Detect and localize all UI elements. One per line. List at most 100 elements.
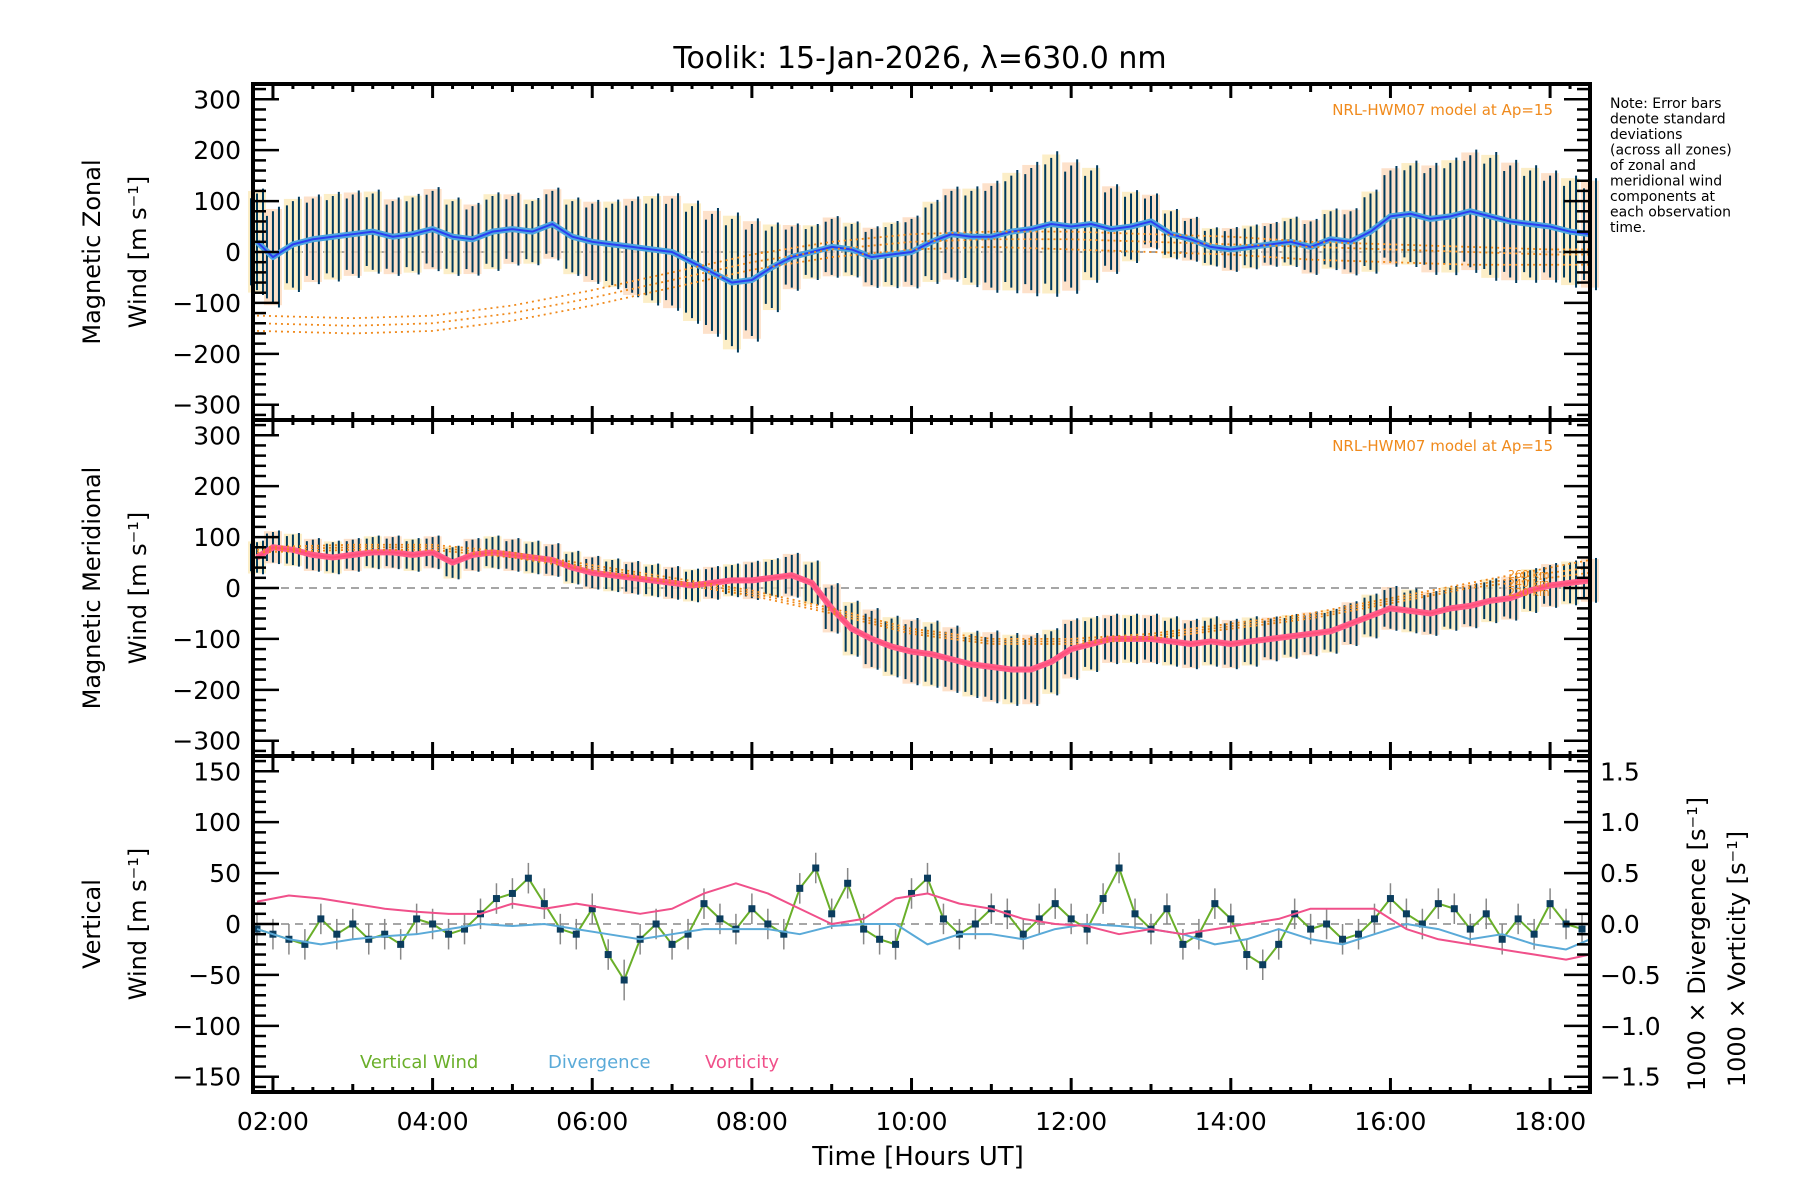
- data-point: [1434, 900, 1442, 908]
- data-point: [1179, 940, 1187, 948]
- data-point: [923, 874, 931, 882]
- data-point: [876, 935, 884, 943]
- data-point: [1243, 951, 1251, 959]
- y-tick-label: −200: [172, 676, 241, 705]
- data-point: [588, 905, 596, 913]
- data-point: [700, 900, 708, 908]
- data-point: [1386, 895, 1394, 903]
- data-point: [812, 864, 820, 872]
- x-tick-label: 18:00: [1514, 1107, 1586, 1136]
- data-point: [492, 895, 500, 903]
- data-point: [1530, 930, 1538, 938]
- y-tick-label: 50: [209, 859, 241, 888]
- data-point: [333, 930, 341, 938]
- series-nrl-hwm07-220-km: [256, 548, 1591, 645]
- panel-meridional: 300 200 100 0 −100 −200 −300 Magnetic Meridiona…: [78, 418, 1599, 758]
- y2-tick-label: 0.5: [1600, 859, 1640, 888]
- data-point: [1163, 905, 1171, 913]
- data-point: [1211, 900, 1219, 908]
- x-tick-label: 04:00: [397, 1107, 469, 1136]
- data-point: [1227, 915, 1235, 923]
- data-point: [1035, 915, 1043, 923]
- data-point: [1307, 925, 1315, 933]
- data-point: [1578, 925, 1586, 933]
- panel-vertical: 150 100 50 0 −50 −100 −150 Vertical Wind [m s⁻¹]…: [78, 754, 1751, 1094]
- data-point: [1355, 930, 1363, 938]
- data-point: [764, 920, 772, 928]
- data-point: [556, 925, 564, 933]
- model-label: NRL-HWM07 model at Ap=15: [1332, 437, 1553, 455]
- data-point: [461, 925, 469, 933]
- x-tick-label: 14:00: [1195, 1107, 1267, 1136]
- y-tick-label: −300: [172, 391, 241, 420]
- data-point: [939, 915, 947, 923]
- y-axis-label: Wind [m s⁻¹]: [124, 512, 152, 664]
- panel-zonal: 300 200 100 0 −100 −200 −300 Magnetic Zonal Wind…: [78, 82, 1599, 422]
- note-line: of zonal and: [1610, 158, 1696, 174]
- data-point: [572, 930, 580, 938]
- data-point: [524, 874, 532, 882]
- data-point: [349, 920, 357, 928]
- data-point: [1546, 900, 1554, 908]
- y-tick-label: 300: [193, 85, 241, 114]
- divergence-axis-label: 1000 × Divergence [s⁻¹]: [1683, 797, 1711, 1091]
- data-point: [1498, 935, 1506, 943]
- data-point: [668, 940, 676, 948]
- note-line: deviations: [1610, 127, 1682, 143]
- data-point: [540, 900, 548, 908]
- y2-tick-label: −1.0: [1600, 1012, 1661, 1041]
- data-point: [317, 915, 325, 923]
- x-tick-label: 02:00: [237, 1107, 309, 1136]
- y-tick-label: 200: [193, 136, 241, 165]
- x-tick-label: 10:00: [875, 1107, 947, 1136]
- note-line: denote standard: [1610, 112, 1726, 128]
- altitude-label: 240 km: [1508, 577, 1550, 590]
- series-divergence: [256, 923, 1591, 951]
- data-point: [796, 884, 804, 892]
- x-tick-label: 08:00: [716, 1107, 788, 1136]
- data-point: [1115, 864, 1123, 872]
- note-line: (across all zones): [1610, 143, 1732, 159]
- data-point: [1418, 920, 1426, 928]
- y-tick-label: −300: [172, 727, 241, 756]
- data-point: [1466, 925, 1474, 933]
- y-tick-label: −150: [172, 1063, 241, 1092]
- data-point: [1019, 930, 1027, 938]
- x-axis-label: Time [Hours UT]: [811, 1142, 1024, 1172]
- y-axis-label: Magnetic Zonal: [78, 159, 106, 344]
- legend-vorticity: Vorticity: [705, 1052, 779, 1073]
- data-point: [1275, 940, 1283, 948]
- y-tick-label: 100: [193, 808, 241, 837]
- y-axis-label: Magnetic Meridional: [78, 467, 106, 710]
- data-point: [684, 930, 692, 938]
- y-tick-label: −100: [172, 289, 241, 318]
- altitude-label: 220 km: [1508, 586, 1550, 599]
- y-tick-label: 200: [193, 472, 241, 501]
- data-point: [748, 905, 756, 913]
- data-point: [413, 915, 421, 923]
- data-point: [1083, 925, 1091, 933]
- y-tick-label: 100: [193, 523, 241, 552]
- y2-tick-label: −0.5: [1600, 961, 1661, 990]
- note-line: components at: [1610, 189, 1716, 205]
- data-point: [652, 920, 660, 928]
- y-tick-label: −50: [188, 961, 241, 990]
- y-axis-label: Vertical: [78, 879, 106, 969]
- data-point: [445, 930, 453, 938]
- model-label: NRL-HWM07 model at Ap=15: [1332, 101, 1553, 119]
- y-tick-label: 300: [193, 421, 241, 450]
- data-point: [1195, 930, 1203, 938]
- y-tick-label: 0: [225, 574, 241, 603]
- data-point: [828, 910, 836, 918]
- x-tick-label: 12:00: [1035, 1107, 1107, 1136]
- data-point: [844, 879, 852, 887]
- series-nrl-hwm07-240-km: [256, 546, 1591, 643]
- y2-tick-label: 1.5: [1600, 757, 1640, 786]
- series-core-line: [256, 210, 1591, 284]
- data-point: [716, 915, 724, 923]
- x-tick-label: 16:00: [1354, 1107, 1426, 1136]
- data-point: [1514, 915, 1522, 923]
- data-point: [908, 889, 916, 897]
